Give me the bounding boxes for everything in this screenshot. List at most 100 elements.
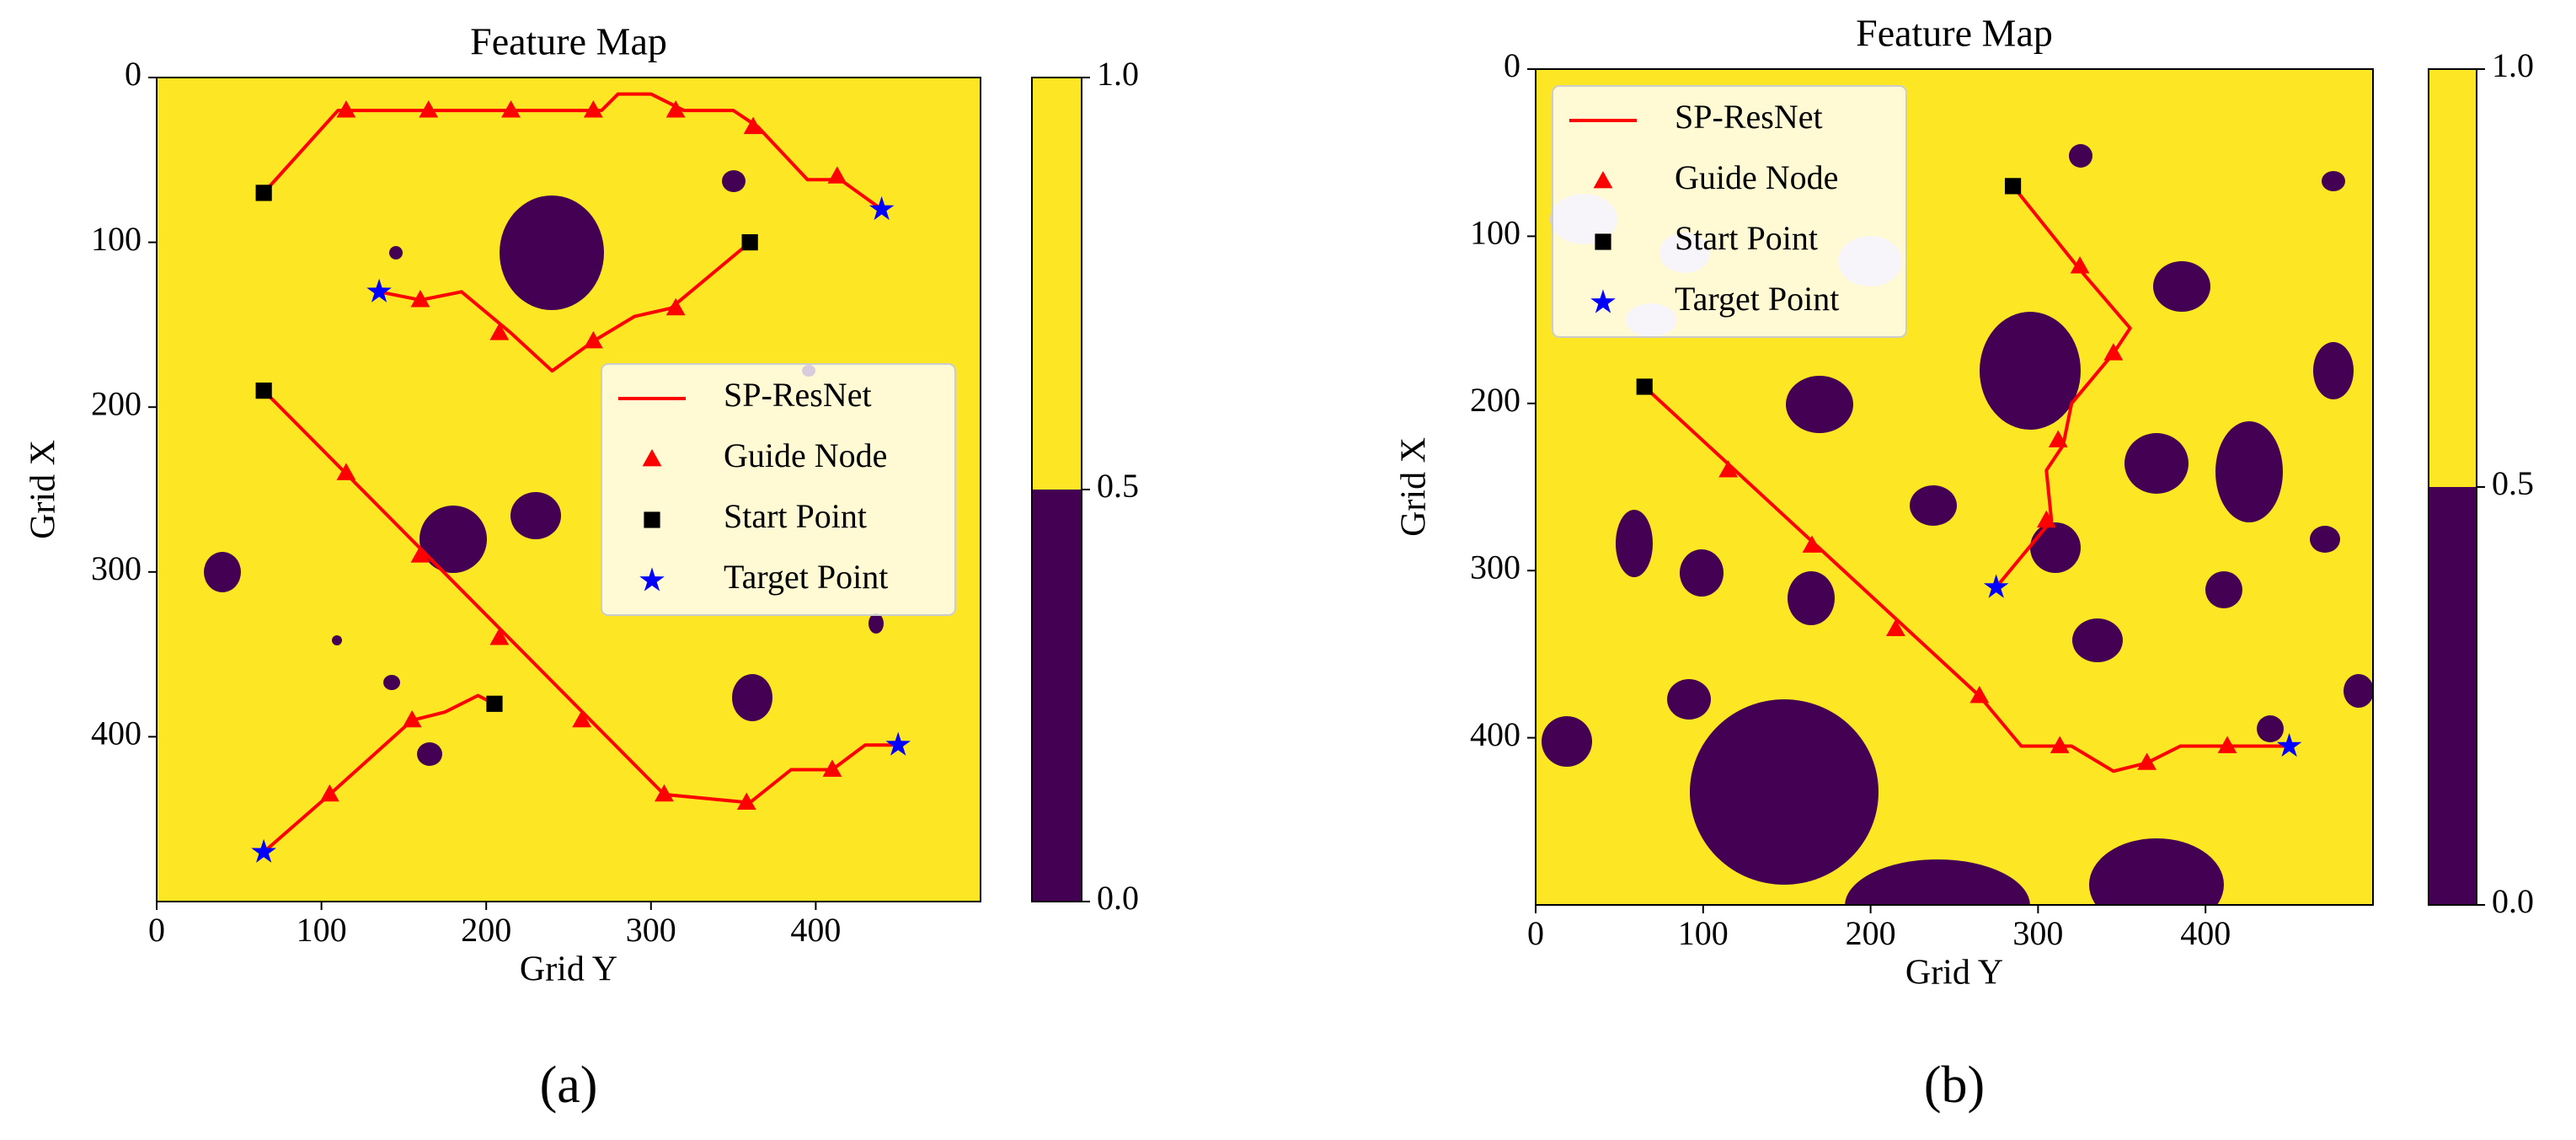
guide-node — [1969, 686, 1990, 704]
colorbar-tick-label: 0.5 — [2492, 464, 2534, 502]
legend-box — [601, 363, 956, 616]
legend-box — [1552, 85, 1907, 338]
y-tick-label: 200 — [1470, 381, 1520, 419]
colorbar-tick-label: 1.0 — [1097, 55, 1139, 93]
x-tick-label: 0 — [1527, 914, 1544, 952]
start-point — [741, 234, 758, 251]
legend-label: Guide Node — [724, 436, 887, 474]
y-tick-label: 0 — [1504, 46, 1520, 84]
x-tick-label: 300 — [626, 911, 676, 949]
legend-label: SP-ResNet — [724, 376, 872, 414]
guide-node — [583, 100, 603, 118]
legend-handle — [642, 449, 662, 467]
guide-node — [665, 100, 686, 118]
x-tick-label: 100 — [297, 911, 347, 949]
start-point — [255, 383, 272, 399]
guide-node — [2103, 343, 2124, 361]
target-point — [366, 278, 392, 302]
guide-node — [822, 759, 842, 777]
y-tick-label: 100 — [1470, 214, 1520, 252]
legend-handle — [644, 511, 660, 528]
guide-node — [827, 166, 847, 184]
guide-node — [489, 628, 510, 645]
colorbar-tick-label: 1.0 — [2492, 46, 2534, 84]
start-point — [2004, 178, 2022, 195]
legend-label: Start Point — [1675, 219, 1818, 257]
axes-frame — [1535, 68, 2374, 906]
legend-label: Guide Node — [1675, 158, 1838, 196]
guide-node — [665, 297, 686, 316]
x-tick-label: 200 — [1846, 914, 1896, 952]
guide-node — [489, 323, 510, 340]
legend-label: Target Point — [1675, 280, 1839, 318]
guide-node — [410, 290, 430, 308]
target-point — [1983, 574, 2009, 598]
y-tick-label: 400 — [1470, 715, 1520, 753]
axes-frame — [156, 77, 981, 902]
colorbar-segment — [2429, 487, 2477, 905]
colorbar-segment — [2429, 69, 2477, 487]
target-point — [885, 731, 911, 756]
guide-node — [743, 116, 763, 135]
guide-node — [2137, 752, 2157, 770]
target-point — [868, 195, 895, 221]
chart-title: Feature Map — [470, 20, 667, 63]
guide-node — [1886, 618, 1905, 637]
panel-label: (b) — [1924, 1057, 1985, 1114]
guide-node — [501, 100, 521, 118]
legend-handle — [1590, 289, 1616, 313]
colorbar-tick-label: 0.0 — [2492, 882, 2534, 920]
guide-node — [2050, 736, 2070, 753]
x-axis-label: Grid Y — [1905, 954, 2003, 993]
start-point — [255, 185, 272, 201]
guide-node — [655, 784, 674, 802]
y-tick-label: 300 — [1470, 548, 1520, 586]
x-tick-label: 100 — [1678, 914, 1729, 952]
guide-node — [1718, 460, 1739, 478]
guide-node — [419, 100, 439, 118]
guide-node — [583, 330, 603, 349]
y-tick-label: 0 — [125, 55, 142, 93]
x-tick-label: 200 — [461, 911, 511, 949]
legend-label: Start Point — [724, 497, 867, 535]
target-point — [2276, 732, 2302, 757]
legend-label: SP-ResNet — [1675, 98, 1823, 136]
start-point — [1636, 378, 1653, 395]
start-point — [486, 695, 503, 712]
legend-handle — [639, 567, 665, 591]
y-tick-label: 100 — [91, 220, 142, 258]
obstacles — [204, 170, 884, 766]
guide-node — [319, 784, 339, 802]
guide-node — [1802, 535, 1822, 553]
y-axis-label: Grid X — [24, 440, 63, 539]
legend-label: Target Point — [724, 558, 888, 596]
x-tick-label: 400 — [2180, 914, 2231, 952]
x-axis-label: Grid Y — [520, 950, 617, 989]
colorbar-tick-label: 0.0 — [1097, 879, 1139, 917]
guide-node — [336, 463, 356, 480]
chart-title: Feature Map — [1856, 12, 2053, 55]
legend-handle — [1595, 233, 1611, 250]
target-point — [251, 838, 276, 863]
colorbar-segment — [1032, 78, 1082, 490]
colorbar-tick-label: 0.5 — [1097, 467, 1139, 505]
panel-label: (a) — [540, 1057, 598, 1114]
y-tick-label: 200 — [91, 384, 142, 422]
guide-node — [2048, 430, 2068, 447]
colorbar-segment — [1032, 490, 1082, 902]
x-tick-label: 0 — [148, 911, 165, 949]
guide-node — [572, 709, 592, 728]
y-tick-label: 400 — [91, 715, 142, 752]
guide-node — [736, 792, 756, 811]
legend-handle — [1593, 171, 1613, 189]
guide-node — [2217, 736, 2237, 753]
guide-node — [410, 545, 430, 563]
guide-node — [2036, 510, 2056, 528]
guide-node — [402, 709, 422, 728]
x-tick-label: 400 — [790, 911, 841, 949]
path-line — [262, 92, 899, 854]
guide-node — [336, 100, 356, 118]
y-axis-label: Grid X — [1395, 437, 1434, 537]
y-tick-label: 300 — [91, 549, 142, 587]
